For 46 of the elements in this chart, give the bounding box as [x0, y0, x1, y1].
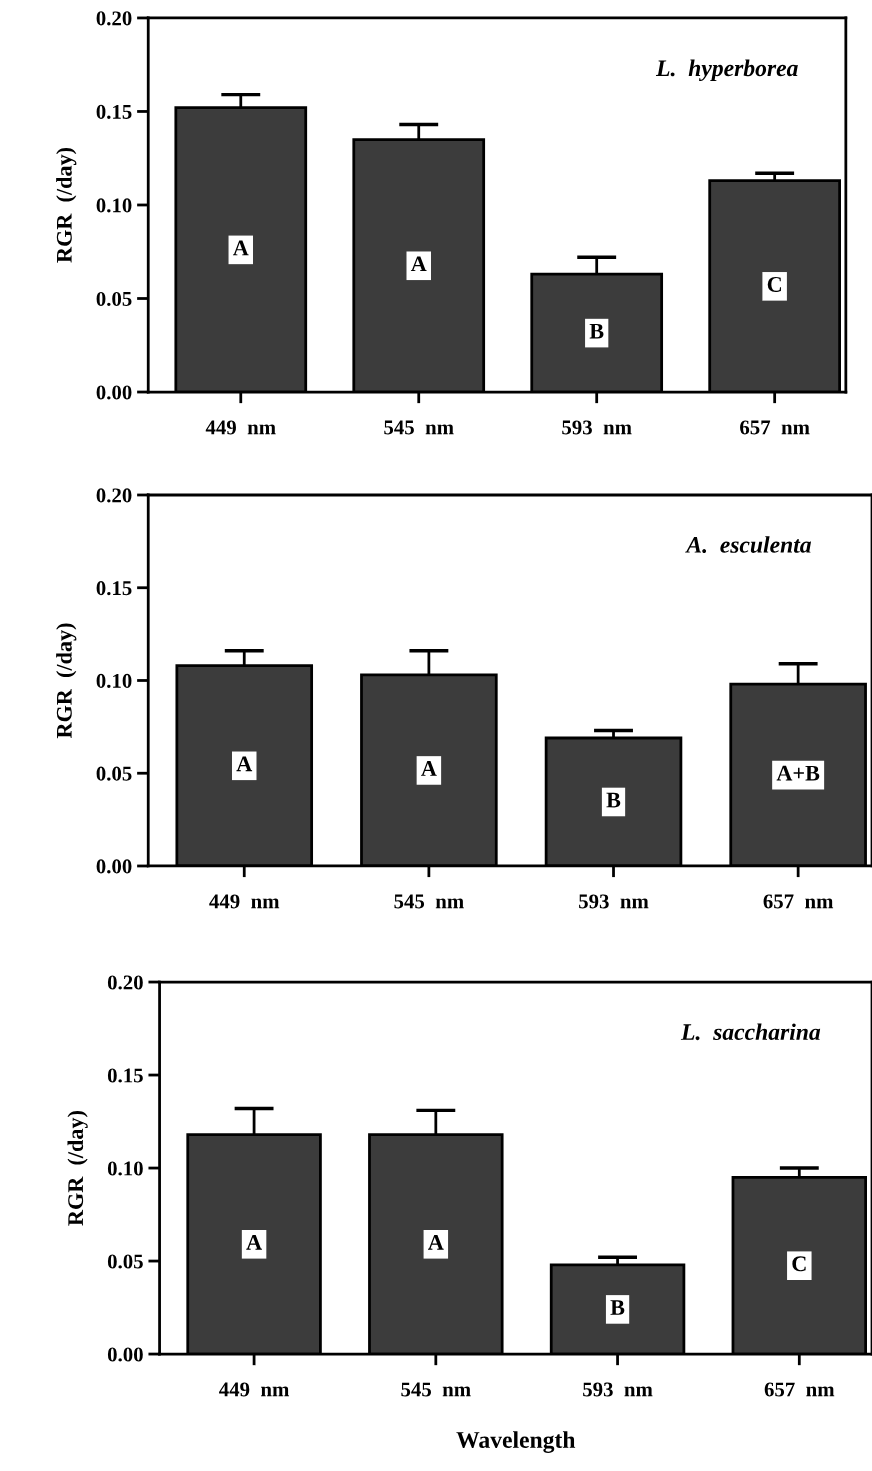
x-tick-label: 657 nm: [740, 420, 810, 435]
y-tick-label: 0.10: [96, 198, 132, 213]
y-tick-label: 0.05: [96, 766, 132, 781]
annotation: A: [410, 256, 427, 272]
annotation: B: [589, 323, 604, 339]
annotation: B: [610, 1300, 625, 1315]
y-tick-label: 0.20: [96, 488, 132, 503]
y-tick-label: 0.00: [96, 385, 132, 400]
x-tick-label: 593 nm: [562, 420, 632, 435]
y-tick-label: 0.20: [107, 975, 143, 990]
y-tick-label: 0.15: [96, 581, 132, 596]
annotation: C: [792, 1256, 806, 1272]
y-tick-label: 0.15: [96, 104, 132, 119]
y-tick-label: 0.05: [107, 1254, 143, 1269]
annotation: A: [232, 240, 249, 256]
annotation: A+B: [776, 765, 820, 781]
x-tick-label: 449 nm: [209, 894, 280, 909]
annotation: A: [421, 761, 437, 776]
y-tick-label: 0.15: [107, 1068, 143, 1083]
x-tick-label: 545 nm: [401, 1382, 471, 1397]
text: L. hyperborea: [655, 59, 798, 82]
x-tick-label: 449 nm: [205, 420, 276, 435]
y-axis-title: RGR (/day): [67, 1111, 88, 1226]
x-tick-label: 593 nm: [583, 1382, 653, 1397]
annotation: A: [428, 1234, 444, 1250]
x-tick-label: 545 nm: [394, 894, 464, 909]
y-tick-label: 0.05: [96, 291, 132, 307]
x-tick-label: 657 nm: [763, 894, 834, 909]
y-tick-label: 0.10: [96, 673, 132, 689]
y-axis-title: RGR (/day): [56, 623, 77, 739]
y-tick-label: 0.10: [107, 1161, 143, 1176]
x-tick-label: 449 nm: [219, 1382, 290, 1397]
y-tick-label: 0.20: [96, 11, 132, 26]
y-tick-label: 0.00: [107, 1347, 143, 1362]
annotation: C: [767, 276, 781, 292]
text: L. saccharina: [680, 1023, 821, 1041]
annotation: A: [246, 1234, 262, 1250]
text: A. esculenta: [685, 536, 812, 553]
annotation: A: [236, 756, 253, 772]
annotation: B: [606, 792, 621, 808]
y-axis-title: RGR (/day): [56, 147, 77, 263]
x-tick-label: 545 nm: [384, 420, 454, 435]
x-axis-title: Wavelength: [456, 1431, 576, 1453]
x-tick-label: 657 nm: [764, 1382, 835, 1397]
x-tick-label: 593 nm: [579, 894, 649, 909]
y-tick-label: 0.00: [96, 859, 132, 874]
